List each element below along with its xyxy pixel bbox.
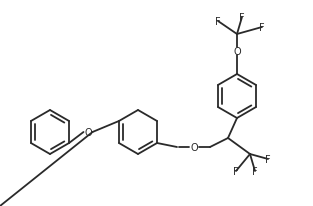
- Text: O: O: [84, 127, 92, 137]
- Text: F: F: [233, 166, 239, 176]
- Text: F: F: [239, 13, 245, 23]
- Text: F: F: [265, 154, 271, 164]
- Text: F: F: [252, 166, 258, 176]
- Text: O: O: [233, 47, 241, 57]
- Text: F: F: [259, 23, 265, 33]
- Text: O: O: [190, 142, 198, 152]
- Text: F: F: [215, 17, 221, 27]
